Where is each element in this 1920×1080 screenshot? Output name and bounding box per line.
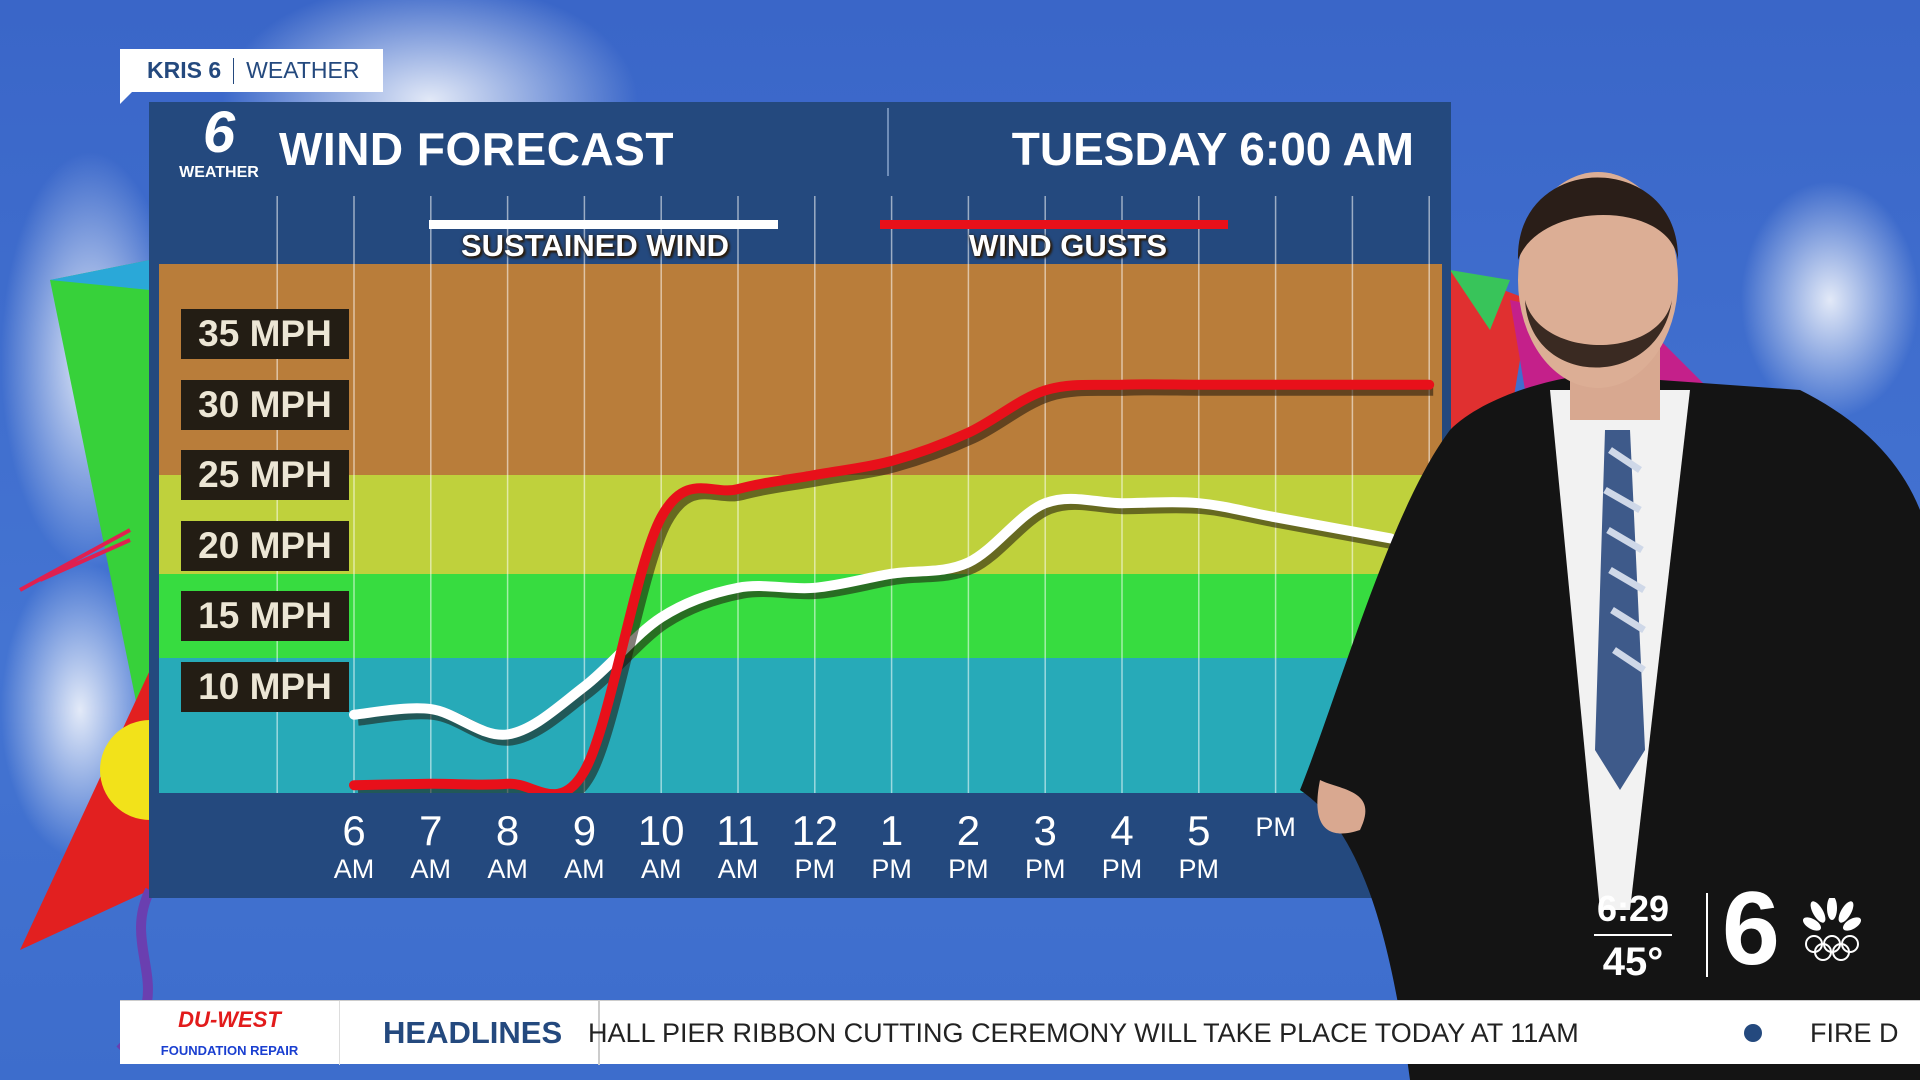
wind-band [159,475,1442,574]
panel-header: 6 WEATHER WIND FORECAST TUESDAY 6:00 AM [149,102,1451,196]
x-tick-hour: 6 [342,807,366,854]
kite-graphic [19,260,160,1050]
headlines-label: HEADLINES [383,1015,563,1050]
wind-gusts-line [349,379,1435,793]
chart-plot-area: SUSTAINED WIND WIND GUSTS 35 MPH 30 MPH 25… [159,196,1442,793]
x-tick-meridiem: AM [487,854,528,884]
page-title: WIND FORECAST [279,123,674,175]
forecast-datetime: TUESDAY 6:00 AM [1011,123,1414,175]
legend-swatch-gusts [880,220,1228,229]
x-tick-meridiem: AM [640,854,682,884]
x-tick-hour: 12 [791,807,839,854]
series-shadow [357,495,1397,746]
x-tick-meridiem: PM [1024,854,1066,884]
x-tick-meridiem: PM [948,854,989,884]
x-tick-meridiem: AM [410,854,452,884]
sponsor-name: DU-WEST [178,1007,281,1032]
section-name: WEATHER [246,57,360,83]
x-tick-hour: 8 [495,807,520,854]
x-tick-label: 12 PM [791,810,838,883]
sponsor-sub: FOUNDATION REPAIR [160,1043,299,1058]
sustained-wind-line [349,493,1396,740]
legend-swatch-sustained [429,220,778,229]
clock-temp-bug: 6:29 45° [1588,888,1678,985]
x-tick-label: 1 PM [871,810,912,883]
tag-tail [120,90,134,104]
x-tick-label: 9 AM [564,810,605,883]
wind-forecast-panel: 6 WEATHER WIND FORECAST TUESDAY 6:00 AM … [149,102,1451,898]
y-tick-label: 20 MPH [181,520,349,571]
ticker-separator-dot [1744,1024,1762,1042]
cloud [1740,180,1920,420]
x-tick-label: 2 PM [948,810,989,883]
x-tick-label: 6 AM [334,810,375,883]
x-tick-hour: 2 [956,807,981,854]
x-tick-meridiem: AM [564,854,605,884]
legend-label-sustained: SUSTAINED WIND [460,228,730,263]
x-tick-meridiem: AM [333,854,375,884]
peacock-icon [1802,898,1862,961]
channel-logo: 6 [1722,871,1780,987]
wind-band [159,658,1442,793]
y-tick-label: 15 MPH [181,591,349,641]
presenter [1300,172,1920,1080]
x-tick-hour: 5 [1187,807,1211,854]
x-tick-label: 5 PM [1179,810,1220,883]
x-tick-meridiem: PM [1255,812,1296,842]
station-name: KRIS 6 [147,57,222,83]
x-tick-hour: 11 [716,807,760,854]
x-tick-label: PM [1255,810,1296,841]
x-tick-hour: 9 [572,807,597,854]
y-tick-label: 30 MPH [181,379,349,430]
header-divider [887,108,889,176]
weather-logo: 6 WEATHER [179,102,259,182]
x-tick-label: 8 AM [487,810,528,883]
x-tick-label: 7 AM [411,810,452,883]
x-tick-hour: 10 [637,807,685,854]
x-tick-label: 4 PM [1102,810,1143,883]
x-tick-label: 11 AM [716,810,760,883]
x-tick-hour: 3 [1033,807,1057,854]
bug-divider [1594,934,1672,936]
y-tick-label: 35 MPH [181,309,349,359]
x-tick-meridiem: PM [871,854,912,884]
current-temp: 45° [1602,940,1664,984]
wind-band [159,263,1442,475]
news-ticker: DU-WEST FOUNDATION REPAIR HEADLINES HALL… [120,1000,1920,1065]
ticker-story: HALL PIER RIBBON CUTTING CEREMONY WILL T… [588,1018,1579,1048]
x-tick-label: 10 AM [638,810,685,883]
x-tick-meridiem: PM [1178,854,1220,884]
station-tag: KRIS 6 WEATHER [120,49,383,92]
legend-label-gusts: WIND GUSTS [968,228,1168,263]
x-tick-meridiem: AM [717,854,759,884]
logo-label: WEATHER [179,164,259,181]
bug-divider [1706,893,1708,977]
y-tick-label: 25 MPH [181,450,349,500]
ticker-next-story: FIRE D [1810,1018,1899,1048]
sponsor-logo: DU-WEST FOUNDATION REPAIR [120,1001,340,1065]
x-tick-hour: 4 [1110,807,1134,854]
x-tick-hour: 7 [419,807,443,854]
divider [233,57,235,84]
ticker-divider [598,1001,600,1065]
x-tick-hour: 1 [879,807,904,854]
series-lines [349,379,1435,793]
logo-number: 6 [202,100,236,165]
x-tick-meridiem: PM [1101,854,1143,884]
y-tick-label: 10 MPH [181,661,349,712]
x-tick-meridiem: PM [794,854,836,884]
x-tick-label: 3 PM [1025,810,1066,883]
current-time: 6:29 [1596,888,1670,929]
